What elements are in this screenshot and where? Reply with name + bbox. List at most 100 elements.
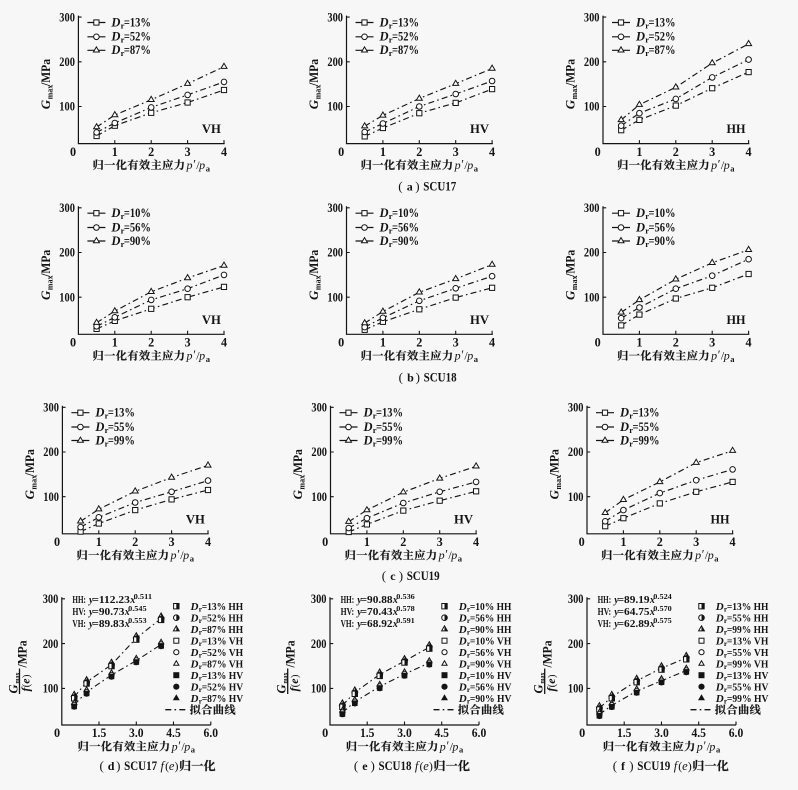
svg-text:p: p [450,548,457,562]
svg-text:=89.83: =89.83 [92,619,124,630]
svg-text:4.5: 4.5 [166,726,181,740]
svg-text:=13%: =13% [376,406,403,420]
svg-text:/MPa: /MPa [291,449,305,478]
svg-text:2: 2 [148,145,154,159]
svg-text:r: r [629,425,633,435]
svg-text:x: x [649,619,655,630]
svg-text:G: G [38,290,53,300]
svg-text:100: 100 [327,100,343,114]
svg-text:D: D [715,624,724,636]
svg-text:200: 200 [327,246,343,260]
svg-text:p: p [183,739,190,753]
svg-text:100: 100 [43,682,59,696]
svg-text:=87%: =87% [649,43,676,57]
svg-text:=68.92: =68.92 [361,619,393,630]
svg-text:2: 2 [132,535,138,549]
svg-text:D: D [635,43,645,57]
svg-text:0.553: 0.553 [128,616,147,625]
svg-text:100: 100 [568,490,584,504]
svg-text:1: 1 [112,336,118,350]
svg-text:D: D [458,658,467,670]
svg-text:=90% HV: =90% HV [470,693,512,705]
svg-text:r: r [724,628,728,637]
svg-text:200: 200 [568,445,584,459]
svg-text:r: r [724,616,728,625]
svg-text:/MPa: /MPa [307,58,321,87]
svg-text:f: f [544,687,558,692]
svg-text:D: D [715,635,724,647]
svg-text:=10% HV: =10% HV [470,670,512,682]
svg-text:p: p [466,349,473,363]
svg-text:(: ( [398,178,402,193]
svg-text:/MPa: /MPa [548,449,562,478]
svg-text:/MPa: /MPa [541,640,555,669]
svg-text:r: r [645,211,649,221]
svg-text:=87%: =87% [124,43,151,57]
svg-text:D: D [379,43,389,57]
svg-text:3: 3 [709,336,715,350]
svg-text:(: ( [100,758,104,773]
svg-text:r: r [467,628,471,637]
svg-text:a: a [474,354,479,364]
svg-text:r: r [121,20,125,30]
svg-text:4.5: 4.5 [691,726,706,740]
svg-text:100: 100 [311,682,327,696]
svg-text:=87%: =87% [392,43,419,57]
svg-text:y: y [613,595,619,606]
svg-text:SCU19: SCU19 [407,569,440,583]
svg-text:SCU18: SCU18 [424,370,457,384]
svg-text:e: e [362,759,368,773]
svg-text:=56%: =56% [124,220,151,234]
svg-text:a: a [191,745,196,755]
svg-text:0: 0 [595,145,601,159]
svg-text:f: f [161,759,166,773]
svg-text:G: G [563,290,578,300]
svg-text:4.5: 4.5 [434,726,449,740]
svg-text:x: x [392,607,398,618]
svg-text:): ) [416,369,420,384]
svg-text:=52% HH: =52% HH [202,612,244,624]
svg-text:a: a [190,554,195,564]
svg-text:): ) [175,759,179,773]
svg-text:r: r [389,225,393,235]
svg-text:(: ( [354,758,358,773]
svg-text:D: D [635,30,645,44]
svg-text:/MPa: /MPa [307,249,321,278]
svg-text:D: D [363,420,373,434]
svg-text:p: p [454,158,461,172]
svg-text:D: D [379,234,389,248]
svg-text:r: r [467,674,471,683]
svg-text:max: max [313,276,322,291]
svg-text:x: x [124,619,130,630]
svg-text:r: r [389,239,393,249]
svg-text:r: r [724,685,728,694]
svg-text:e: e [169,759,175,773]
svg-text:r: r [199,639,203,648]
svg-text:′: ′ [447,739,450,753]
svg-text:/MPa: /MPa [564,58,578,87]
svg-text:p: p [198,158,205,172]
svg-text:300: 300 [568,401,584,415]
svg-text:r: r [467,639,471,648]
svg-text:=90%: =90% [392,234,419,248]
svg-text:(: ( [420,759,424,773]
svg-text:1: 1 [380,336,386,350]
svg-text:300: 300 [59,201,75,215]
svg-text:=87% VH: =87% VH [202,658,244,670]
svg-text:r: r [199,674,203,683]
svg-text:r: r [645,48,649,58]
svg-text:VH: VH [202,313,221,327]
svg-text:r: r [373,425,377,435]
svg-text:r: r [467,651,471,660]
svg-text:e: e [682,759,688,773]
svg-text:HH:: HH: [341,595,355,606]
svg-text:G: G [6,684,20,693]
svg-text:SCU19: SCU19 [637,759,670,773]
svg-text:0.578: 0.578 [396,604,415,613]
svg-text:3: 3 [453,145,459,159]
svg-text:y: y [613,619,619,630]
svg-text:300: 300 [59,10,75,24]
svg-text:=56% HV: =56% HV [470,681,512,693]
svg-text:): ) [399,568,403,583]
svg-text:x: x [129,595,135,606]
